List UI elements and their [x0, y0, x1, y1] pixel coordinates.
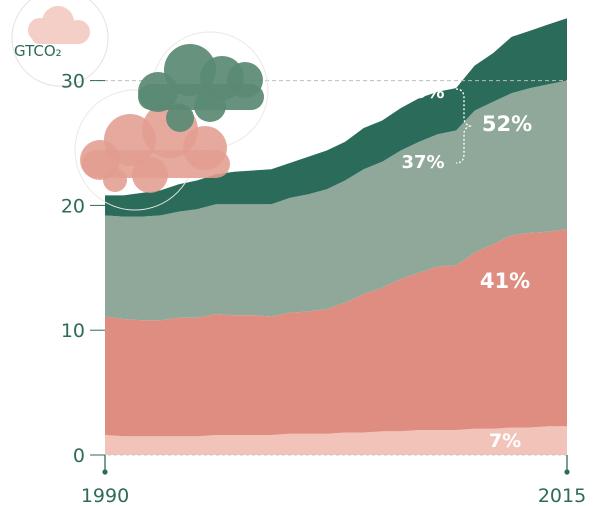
x-tick-label: 2015: [538, 485, 586, 506]
area-series-2: [105, 229, 567, 437]
x-tick-dot: [564, 469, 570, 475]
y-tick-label: 0: [73, 445, 85, 467]
annotation-group: 15% 37% 52% 41% 7%: [401, 82, 532, 452]
y-tick-label: 30: [61, 71, 85, 93]
percent-label: 7%: [489, 430, 521, 452]
y-tick-label: 10: [61, 320, 85, 342]
area-series-4: [105, 18, 567, 217]
area-series-group: [105, 18, 567, 455]
cloud-outline-circle: [11, 0, 109, 87]
dark-cloud-icon: [138, 44, 264, 132]
small-cloud-icon: [28, 6, 90, 44]
y-axis-unit-label: GTCO₂: [14, 42, 62, 60]
x-tick-dot: [102, 469, 108, 475]
bracket-connector: [455, 88, 473, 164]
percent-label: 37%: [401, 152, 444, 173]
cloud-illustration: [11, 0, 269, 211]
y-tick-label: 20: [61, 195, 85, 217]
axes-group: 0 10 20 30 1990 2015 GTCO₂: [14, 42, 586, 506]
area-series-3: [105, 80, 567, 321]
percent-label: 52%: [482, 112, 532, 136]
percent-label: 41%: [480, 269, 530, 293]
percent-label: 15%: [401, 82, 444, 103]
area-series-1: [105, 426, 567, 455]
x-tick-label: 1990: [81, 485, 129, 506]
